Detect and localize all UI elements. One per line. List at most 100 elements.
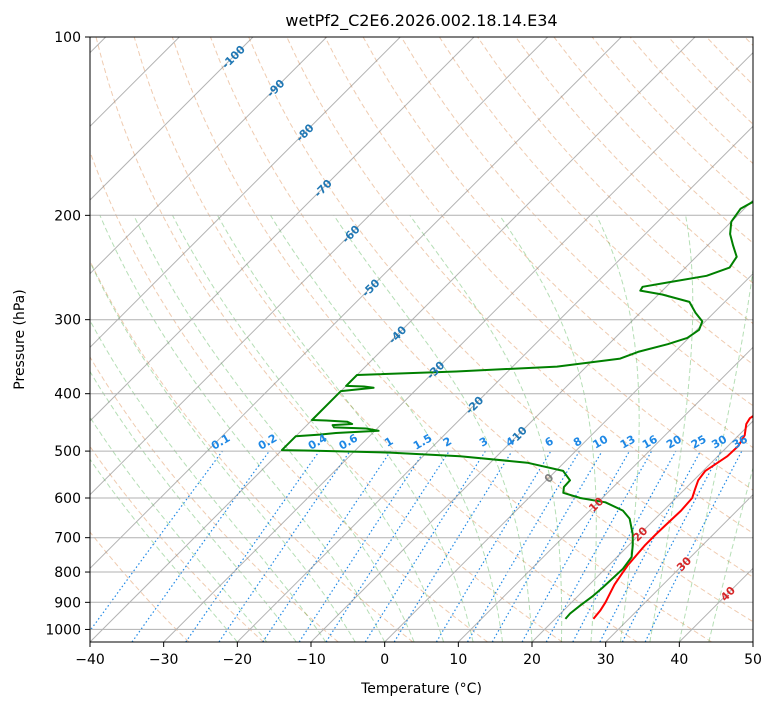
dry-adiabat-line (90, 150, 488, 642)
y-tick-label: 600 (54, 491, 81, 507)
mixing-ratio-line (572, 450, 677, 642)
dry-adiabat-line (706, 37, 753, 86)
isotherm-line (90, 37, 475, 422)
y-tick-label: 200 (54, 208, 81, 224)
isotherm-line (90, 37, 254, 201)
mixing-ratio-label: 25 (689, 433, 709, 452)
moist-adiabat-line (678, 265, 753, 642)
mixing-ratio-line (185, 450, 320, 642)
moist-adiabat-line (90, 319, 327, 642)
isotherm-line (90, 37, 696, 642)
pressure-gridlines (90, 37, 753, 630)
dry-adiabat-line (90, 356, 339, 642)
temperature-profile-line (592, 414, 753, 620)
dry-adiabats (90, 37, 753, 642)
y-tick-label: 900 (54, 595, 81, 611)
dry-adiabat-line (324, 37, 753, 491)
mixing-ratio-line (262, 450, 392, 642)
mixing-ratio-label: 0.1 (209, 432, 232, 453)
isotherm-line (163, 51, 753, 642)
isotherms (90, 37, 753, 642)
dry-adiabat-line (133, 37, 638, 642)
dewpoint-profile-line (280, 200, 753, 620)
moist-adiabat-line (133, 215, 415, 642)
y-tick-label: 800 (54, 565, 81, 581)
mixing-ratio-line (325, 450, 450, 642)
mixing-ratio-label: 36 (730, 432, 750, 451)
moist-adiabats (90, 215, 753, 642)
dry-adiabat-line (248, 37, 753, 578)
isotherm-line (90, 37, 549, 496)
isotherm-line (236, 125, 753, 642)
x-tick-label: 30 (597, 652, 615, 668)
y-tick-label: 100 (54, 30, 81, 46)
moist-adiabat-line (409, 215, 563, 642)
isotherm-line (605, 493, 753, 642)
mixing-ratio-line (218, 450, 351, 642)
isotherm-line (90, 37, 622, 570)
mixing-ratio-line (298, 450, 425, 642)
mixing-ratio-label: 10 (590, 432, 610, 451)
mixing-ratio-line (466, 450, 580, 642)
x-axis: −40 −30 −20 −10 0 10 20 30 40 50 (75, 642, 762, 668)
x-tick-label: 10 (449, 652, 467, 668)
isotherm-line (90, 37, 401, 349)
x-tick-label: 50 (744, 652, 762, 668)
chart-title: wetPf2_C2E6.2026.002.18.14.E34 (285, 11, 557, 31)
isotherm-line (752, 641, 753, 642)
moist-adiabat-line (90, 370, 297, 642)
moist-adiabat-line (90, 416, 268, 642)
mixing-ratio-label: 1.5 (411, 432, 434, 453)
mixing-ratio-line (131, 450, 270, 642)
dry-adiabat-line (90, 531, 190, 642)
mixing-ratio-label: 6 (543, 434, 556, 449)
x-tick-label: −10 (296, 652, 326, 668)
moist-adiabat-line (270, 215, 503, 642)
dry-adiabat-line (400, 37, 753, 407)
moist-adiabat-line (99, 215, 386, 642)
y-axis: 100 200 300 400 500 600 700 800 900 1000 (45, 30, 90, 638)
mixing-ratio-label: 13 (618, 433, 638, 452)
mixing-ratio-label: 16 (640, 432, 660, 451)
x-tick-label: −40 (75, 652, 105, 668)
x-axis-title: Temperature (°C) (360, 681, 482, 697)
y-tick-label: 1000 (45, 622, 81, 638)
dry-adiabat-line (362, 37, 753, 449)
x-tick-label: 0 (380, 652, 389, 668)
x-tick-label: 40 (670, 652, 688, 668)
mixing-ratio-label: 1 (382, 435, 395, 450)
profile-series (280, 200, 753, 620)
y-tick-label: 500 (54, 444, 81, 460)
moist-adiabat-line (90, 458, 238, 642)
y-tick-label: 700 (54, 531, 81, 547)
moist-adiabat-line (649, 215, 694, 642)
dry-adiabat-line (515, 37, 753, 284)
isotherm-label: -100 (219, 43, 248, 72)
mixing-ratio-line (521, 450, 631, 642)
dry-adiabat-line (210, 37, 753, 623)
dry-adiabat-line (90, 445, 264, 642)
dry-adiabat-line (744, 37, 753, 47)
x-tick-label: −30 (149, 652, 179, 668)
y-tick-label: 400 (54, 387, 81, 403)
dry-adiabat-line (171, 37, 712, 642)
mixing-ratio-label: 8 (571, 435, 584, 450)
mixing-ratio-line (545, 450, 653, 642)
y-axis-title: Pressure (hPa) (12, 289, 28, 389)
y-tick-label: 300 (54, 313, 81, 329)
isotherm-label: -80 (293, 121, 316, 144)
isotherm-line (90, 37, 328, 275)
mixing-ratio-line (393, 450, 513, 642)
plot-frame (89, 36, 754, 643)
dry-adiabat-line (438, 37, 753, 366)
x-tick-label: −20 (223, 652, 253, 668)
isotherm-line (310, 199, 753, 642)
moist-adiabat-line (499, 215, 597, 642)
isotherm-line (457, 346, 753, 642)
isotherm-line (384, 272, 753, 642)
moist-adiabat-line (90, 260, 356, 642)
isotherm-line (678, 567, 753, 642)
mixing-ratio-line (644, 450, 743, 642)
